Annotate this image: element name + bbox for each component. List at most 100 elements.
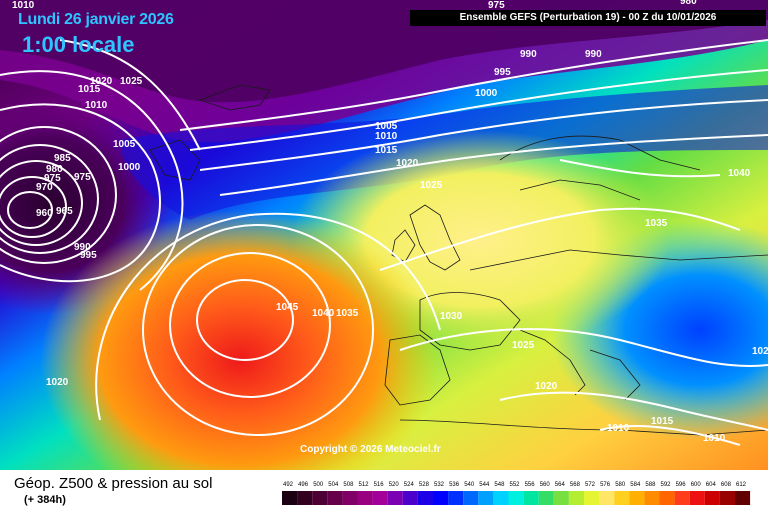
isobar-label: 1005 (375, 121, 398, 132)
scale-color-swatch (629, 491, 645, 505)
scale-color-swatch (599, 491, 615, 505)
isobar-label: 1015 (375, 145, 398, 156)
scale-value-label: 584 (630, 482, 641, 488)
isobar-label: 1020 (396, 158, 419, 169)
isobar-label: 990 (74, 242, 91, 253)
scale-value-label: 560 (540, 482, 551, 488)
scale-color-swatch (735, 491, 751, 505)
scale-value-label: 596 (676, 482, 687, 488)
scale-color-swatch (719, 491, 735, 505)
scale-color-swatch (463, 491, 479, 505)
isobar-label: 1000 (118, 162, 141, 173)
isobar-label: 1010 (12, 0, 35, 11)
isobar-label: 1015 (651, 416, 674, 427)
scale-value-label: 496 (298, 482, 309, 488)
isobar-label: 990 (520, 49, 537, 60)
isobar-label: 980 (46, 164, 63, 175)
scale-value-label: 532 (434, 482, 445, 488)
isobar-label: 1000 (475, 88, 498, 99)
scale-value-label: 604 (706, 482, 717, 488)
legend-title: Géop. Z500 & pression au sol (14, 475, 213, 492)
isobar-label: 1010 (85, 100, 108, 111)
scale-color-swatch (327, 491, 343, 505)
scale-color-swatch (659, 491, 675, 505)
isobars (0, 39, 768, 446)
isobar-label: 980 (680, 0, 697, 7)
scale-color-swatch (614, 491, 630, 505)
scale-color-swatch (568, 491, 584, 505)
scale-color-swatch (644, 491, 660, 505)
isobar-label: 1010 (607, 423, 630, 434)
scale-color-swatch (704, 491, 720, 505)
isobar-label: 1035 (336, 308, 359, 319)
isobar-label: 990 (585, 49, 602, 60)
forecast-time: 1:00 locale (22, 32, 135, 57)
scale-color-swatch (493, 491, 509, 505)
isobar-label: 1020 (46, 377, 69, 388)
scale-value-label: 600 (691, 482, 702, 488)
copyright-notice: Copyright © 2026 Meteociel.fr (300, 444, 441, 455)
forecast-date: Lundi 26 janvier 2026 (18, 11, 174, 28)
isobar-label: 995 (494, 67, 511, 78)
isobar-label: 965 (56, 206, 73, 217)
forecast-hour: (+ 384h) (24, 494, 66, 506)
scale-value-label: 548 (494, 482, 505, 488)
scale-value-label: 492 (283, 482, 294, 488)
scale-color-swatch (312, 491, 328, 505)
isobar-label: 970 (36, 182, 53, 193)
scale-color-swatch (357, 491, 373, 505)
scale-color-swatch (448, 491, 464, 505)
isobar-label: 1035 (645, 218, 668, 229)
scale-value-label: 580 (615, 482, 626, 488)
isobar-label: 1045 (276, 302, 299, 313)
scale-value-label: 536 (449, 482, 460, 488)
high-pressure-core (40, 210, 440, 470)
scale-color-swatch (433, 491, 449, 505)
scale-value-label: 552 (510, 482, 521, 488)
scale-value-label: 520 (389, 482, 400, 488)
scale-value-label: 512 (359, 482, 370, 488)
scale-value-label: 556 (525, 482, 536, 488)
scale-color-swatch (553, 491, 569, 505)
isobar-label: 1025 (420, 180, 443, 191)
scale-color-swatch (478, 491, 494, 505)
isobar-label: 1025 (752, 346, 768, 357)
scale-color-swatch (402, 491, 418, 505)
scale-color-swatch (523, 491, 539, 505)
scale-value-label: 524 (404, 482, 415, 488)
isobar-label: 1005 (113, 139, 136, 150)
isobar-label: 1025 (512, 340, 535, 351)
scale-color-swatch (417, 491, 433, 505)
scale-color-swatch (387, 491, 403, 505)
isobar-label: 1040 (728, 168, 751, 179)
isobar-label: 975 (44, 173, 61, 184)
scale-color-swatch (372, 491, 388, 505)
scale-color-swatch (538, 491, 554, 505)
scale-value-label: 508 (343, 482, 354, 488)
isobar-label: 985 (54, 153, 71, 164)
isobar-label: 1020 (90, 76, 113, 87)
isobar-label: 1040 (312, 308, 335, 319)
scale-color-swatch (584, 491, 600, 505)
scale-value-label: 572 (585, 482, 596, 488)
isobar-label: 975 (488, 0, 505, 11)
isobar-label: 975 (74, 172, 91, 183)
isobar-label: 1015 (78, 84, 101, 95)
scale-value-label: 500 (313, 482, 324, 488)
scale-color-swatch (342, 491, 358, 505)
scale-value-label: 608 (721, 482, 732, 488)
scale-value-label: 588 (645, 482, 656, 488)
scale-color-swatch (674, 491, 690, 505)
scale-value-label: 612 (736, 482, 747, 488)
model-run-info: Ensemble GEFS (Perturbation 19) - 00 Z d… (410, 10, 766, 26)
isobar-label: 1030 (440, 311, 463, 322)
isobar-label: 960 (36, 208, 53, 219)
scale-color-swatch (297, 491, 313, 505)
scale-value-label: 516 (374, 482, 385, 488)
isobar-label: 1010 (703, 433, 726, 444)
scale-value-label: 540 (464, 482, 475, 488)
scale-value-label: 592 (661, 482, 672, 488)
scale-value-label: 544 (479, 482, 490, 488)
scale-value-label: 564 (555, 482, 566, 488)
scale-color-swatch (689, 491, 705, 505)
